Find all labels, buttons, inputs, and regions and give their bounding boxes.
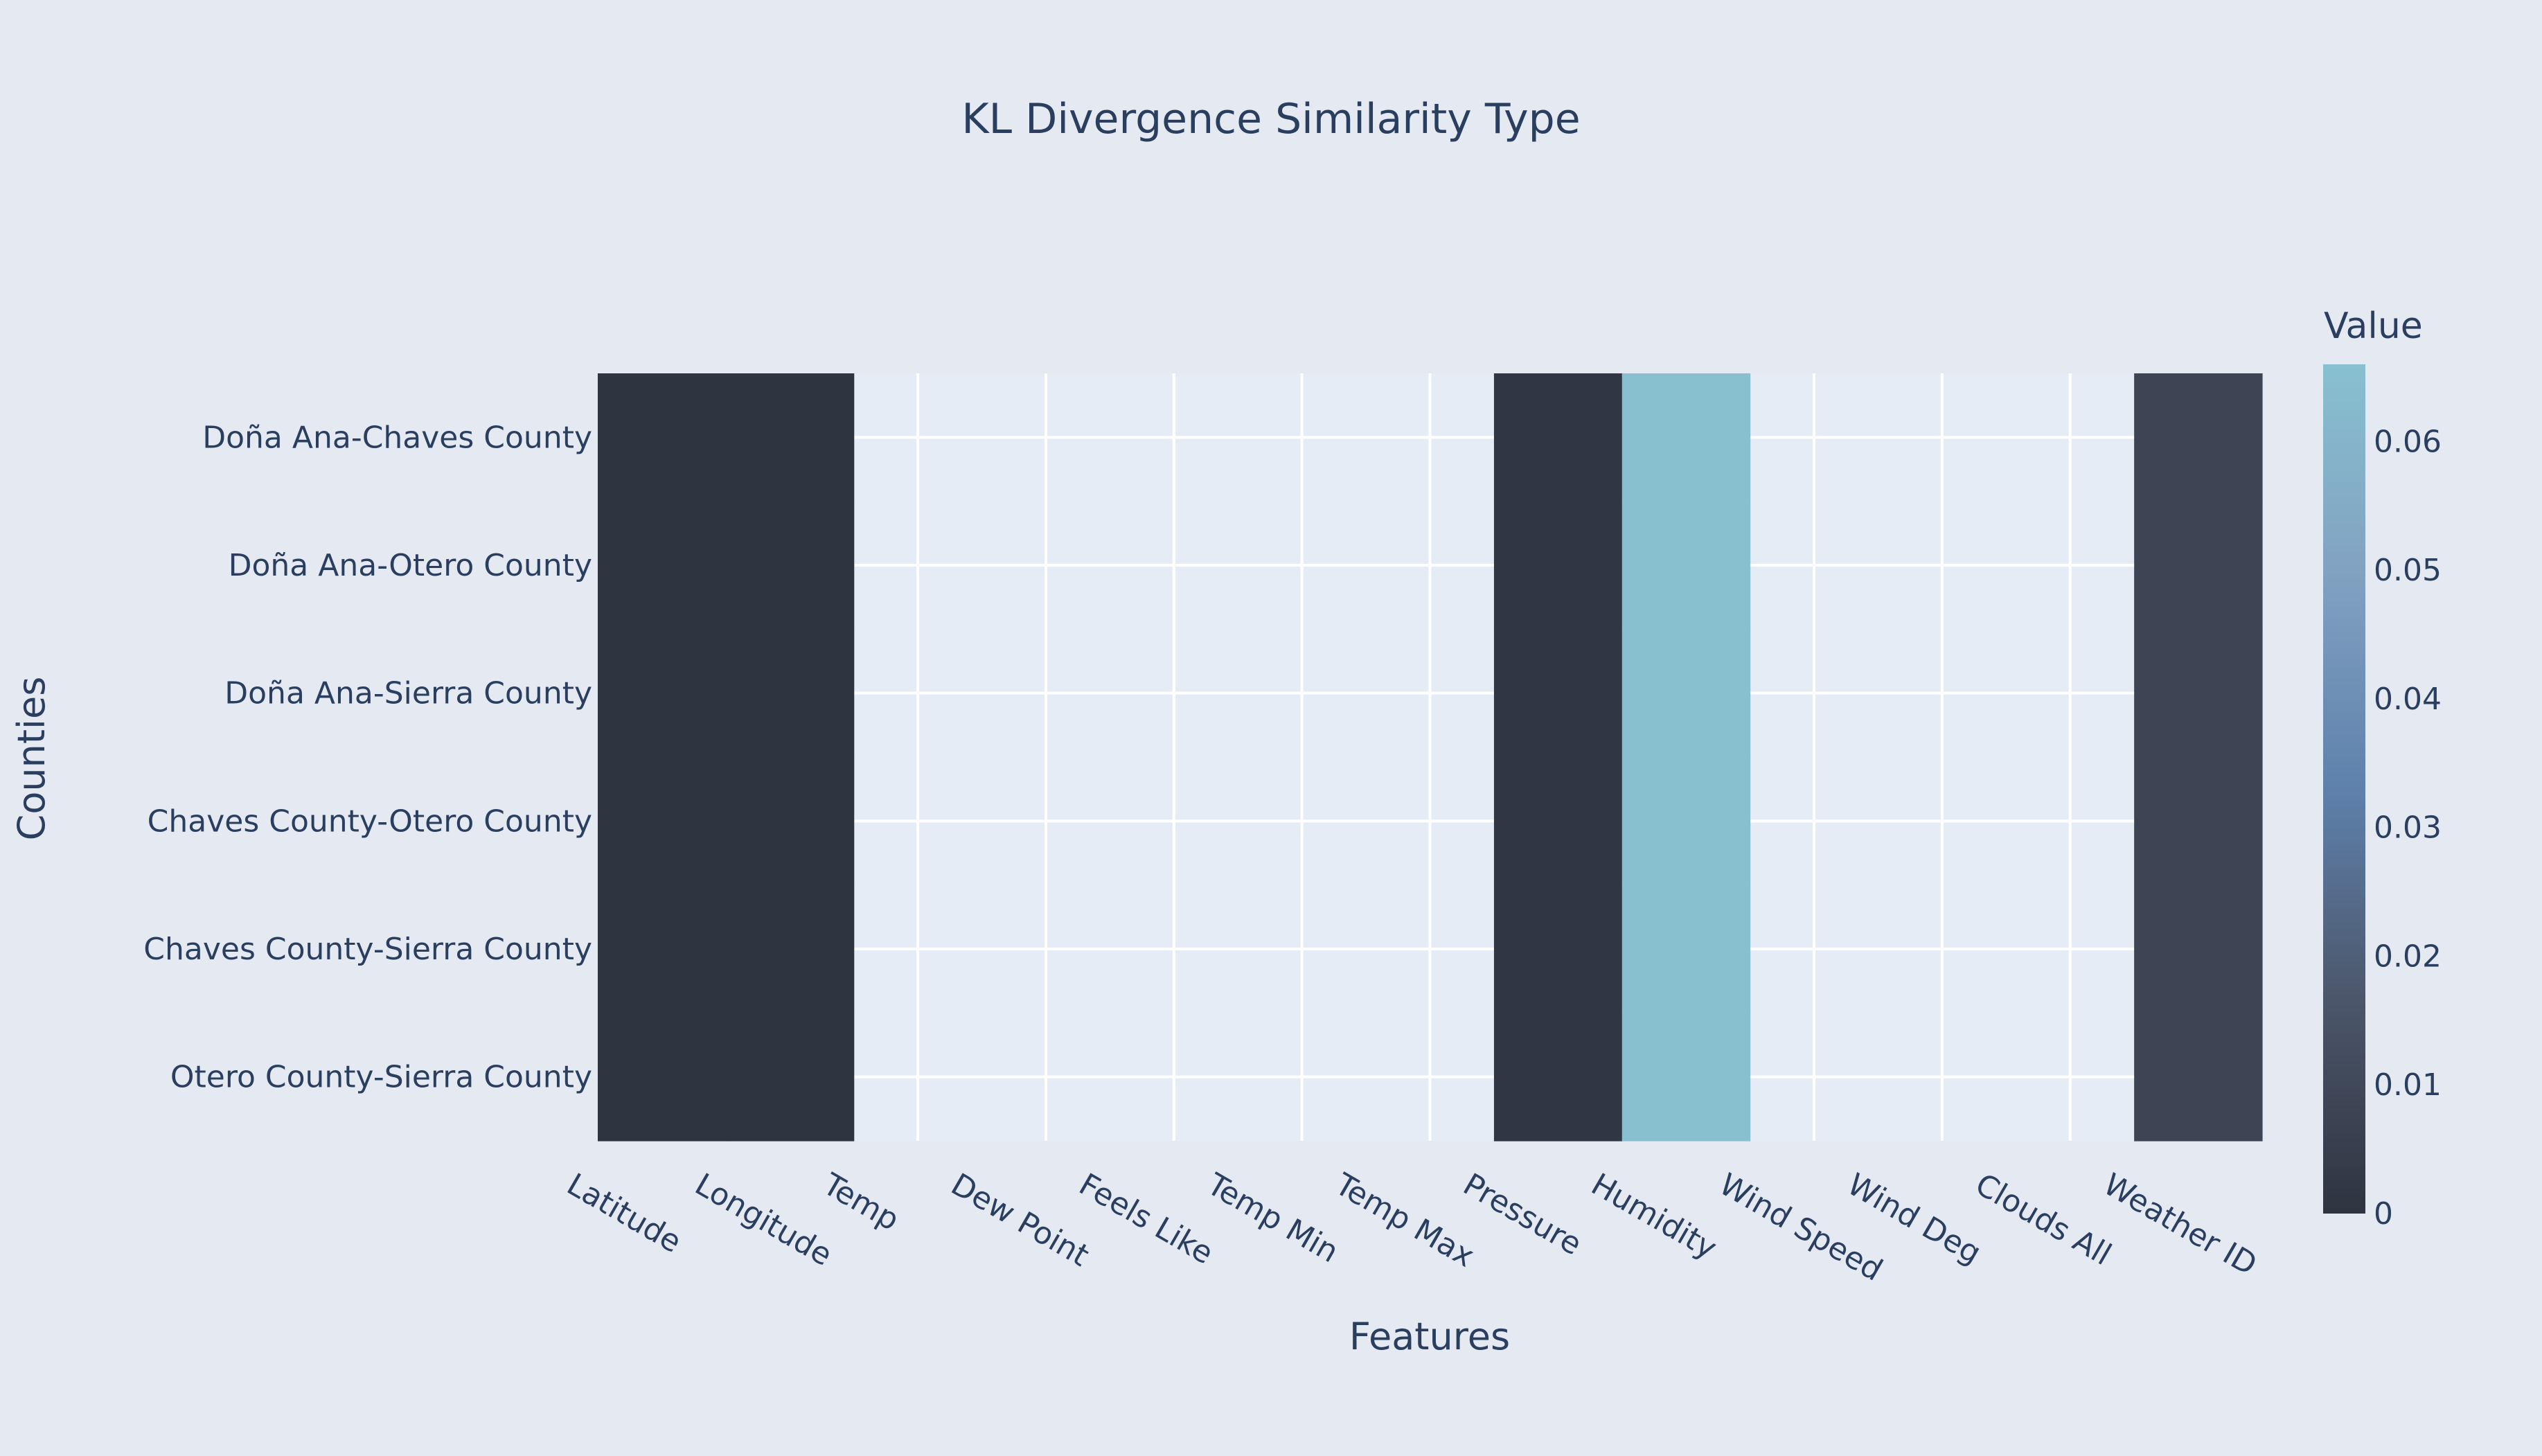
colorbar-tick-label: 0.04 (2374, 682, 2442, 717)
heatmap-cell (1621, 757, 1751, 886)
heatmap-cells (598, 373, 2263, 1142)
heatmap-cell (598, 1013, 727, 1142)
y-axis-title: Counties (10, 677, 53, 841)
x-tick-label: Temp Min (1200, 1166, 1344, 1270)
colorbar-title: Value (2324, 305, 2423, 347)
y-tick-label: Doña Ana-Otero County (229, 548, 592, 583)
heatmap-cell (598, 757, 727, 886)
x-tick-label: Longitude (689, 1166, 838, 1273)
heatmap-cell (2134, 1013, 2263, 1142)
heatmap-cell (1621, 373, 1751, 502)
colorbar-tick-label: 0.01 (2374, 1067, 2442, 1103)
heatmap-cell (725, 501, 855, 630)
heatmap-cell (598, 501, 727, 630)
heatmap-cell (1621, 501, 1751, 630)
heatmap-cell (1493, 1013, 1623, 1142)
heatmap-cell (598, 629, 727, 758)
y-tick-label: Chaves County-Sierra County (143, 932, 592, 967)
x-tick-label: Humidity (1585, 1166, 1723, 1266)
heatmap-cell (725, 885, 855, 1013)
x-tick-label: Feels Like (1073, 1166, 1219, 1271)
colorbar-tick-label: 0.03 (2374, 810, 2442, 846)
x-tick-label: Temp (817, 1166, 905, 1238)
x-axis-title: Features (1349, 1315, 1510, 1358)
heatmap-cell (1493, 373, 1623, 502)
heatmap-cell (1621, 629, 1751, 758)
y-tick-label: Doña Ana-Sierra County (224, 676, 592, 711)
heatmap-cell (598, 373, 727, 502)
x-tick-label: Latitude (561, 1166, 687, 1260)
x-tick-label: Dew Point (945, 1166, 1094, 1273)
heatmap-cell (1493, 501, 1623, 630)
colorbar-tick-label: 0.02 (2374, 939, 2442, 974)
colorbar-tick-label: 0 (2374, 1196, 2393, 1232)
heatmap-cell (725, 373, 855, 502)
y-axis-ticks: Doña Ana-Chaves County Doña Ana-Otero Cou… (143, 420, 592, 1094)
y-tick-label: Doña Ana-Chaves County (202, 420, 592, 455)
y-tick-label: Otero County-Sierra County (170, 1060, 592, 1095)
colorbar (2323, 364, 2365, 1214)
colorbar-ticks: 0 0.01 0.02 0.03 0.04 0.05 0.06 (2374, 424, 2442, 1232)
heatmap-cell (725, 757, 855, 886)
heatmap-cell (1621, 885, 1751, 1013)
heatmap-cell (725, 629, 855, 758)
x-tick-label: Clouds All (1969, 1166, 2117, 1272)
heatmap-cell (2134, 757, 2263, 886)
y-tick-label: Chaves County-Otero County (148, 804, 592, 839)
heatmap-cell (1493, 885, 1623, 1013)
heatmap-cell (598, 885, 727, 1013)
heatmap-cell (1493, 629, 1623, 758)
heatmap-cell (1493, 757, 1623, 886)
heatmap-cell (2134, 501, 2263, 630)
heatmap-cell (1621, 1013, 1751, 1142)
colorbar-tick-label: 0.05 (2374, 553, 2442, 588)
x-tick-label: Temp Max (1328, 1166, 1480, 1275)
colorbar-tick-label: 0.06 (2374, 424, 2442, 459)
x-tick-label: Weather ID (2097, 1166, 2263, 1282)
heatmap-cell (2134, 373, 2263, 502)
heatmap-cell (725, 1013, 855, 1142)
heatmap-cell (2134, 629, 2263, 758)
chart-title: KL Divergence Similarity Type (961, 95, 1580, 143)
heatmap-cell (2134, 885, 2263, 1013)
